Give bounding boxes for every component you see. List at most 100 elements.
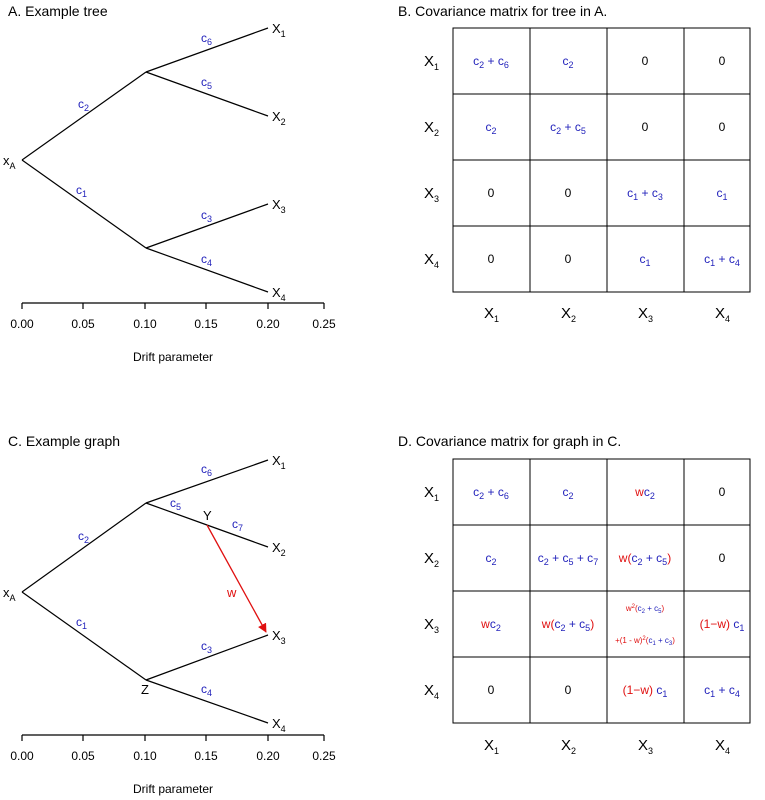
- row-label-x1: X1: [424, 53, 439, 72]
- cell-b-4-1: 0: [488, 252, 495, 266]
- cell-d-4-3: (1−w) c1: [623, 683, 668, 699]
- edge-label-c2: c2: [78, 97, 89, 113]
- tick-label: 0.25: [312, 749, 336, 763]
- cell-b-1-4: 0: [719, 54, 726, 68]
- matrix-b-row-labels: X1 X2 X3 X4: [424, 53, 439, 270]
- row-label-x4: X4: [424, 682, 439, 701]
- tick-label: 0.10: [133, 317, 157, 331]
- cell-d-2-3: w(c2 + c5): [618, 551, 671, 567]
- tip-x3-c: X3: [272, 628, 286, 646]
- edge-label-c7: c7: [232, 517, 243, 533]
- cell-d-1-2: c2: [562, 485, 573, 501]
- cell-b-1-2: c2: [562, 54, 573, 70]
- cell-b-4-3: c1: [639, 252, 650, 268]
- edge-label-c5: c5: [201, 75, 212, 91]
- root-label-c: xA: [3, 585, 16, 603]
- panel-b-title: B. Covariance matrix for tree in A.: [398, 3, 607, 19]
- graph-c: [21, 459, 269, 724]
- tick-label: 0.00: [10, 317, 34, 331]
- panel-a-title: A. Example tree: [8, 3, 108, 19]
- tick-label: 0.25: [312, 317, 336, 331]
- cell-b-2-1: c2: [485, 120, 496, 136]
- tip-x2-a: X2: [272, 109, 286, 127]
- axis-c: 0.00 0.05 0.10 0.15 0.20 0.25 Drift para…: [10, 734, 336, 796]
- tips-c: X1 X2 X3 X4: [272, 453, 286, 734]
- root-label-a: xA: [3, 153, 16, 171]
- tip-x4-c: X4: [272, 716, 286, 734]
- tick-label: 0.10: [133, 749, 157, 763]
- edge-label-c2: c2: [78, 529, 89, 545]
- tip-x4-a: X4: [272, 285, 286, 303]
- tick-label: 0.20: [256, 749, 280, 763]
- tick-label: 0.15: [194, 749, 218, 763]
- edge-label-c3: c3: [201, 639, 212, 655]
- col-label-x2: X2: [561, 737, 576, 756]
- tip-x1-c: X1: [272, 453, 286, 471]
- tree-a: [21, 27, 269, 293]
- col-label-x3: X3: [638, 737, 653, 756]
- cell-b-1-3: 0: [642, 54, 649, 68]
- row-label-x3: X3: [424, 185, 439, 204]
- cell-b-4-4: c1 + c4: [704, 252, 740, 268]
- row-label-x3: X3: [424, 616, 439, 635]
- row-label-x2: X2: [424, 119, 439, 138]
- tip-x2-c: X2: [272, 540, 286, 558]
- cell-d-2-1: c2: [485, 551, 496, 567]
- cell-b-4-2: 0: [565, 252, 572, 266]
- cell-d-4-1: 0: [488, 683, 495, 697]
- axis-title: Drift parameter: [133, 782, 213, 796]
- edge-label-c6: c6: [201, 31, 212, 47]
- cell-b-3-1: 0: [488, 186, 495, 200]
- col-label-x3: X3: [638, 305, 653, 324]
- admixture-arrow: [206, 524, 267, 633]
- col-label-x1: X1: [484, 737, 499, 756]
- cell-d-3-4: (1−w) c1: [700, 617, 745, 633]
- edge-label-c4: c4: [201, 682, 212, 698]
- cell-d-4-4: c1 + c4: [704, 683, 740, 699]
- tick-label: 0.15: [194, 317, 218, 331]
- admixture-weight-label: w: [226, 585, 237, 600]
- edge-labels-c: c2 c1 c6 c5 c7 c3 c4: [76, 462, 243, 698]
- cell-d-2-2: c2 + c5 + c7: [538, 551, 598, 567]
- col-label-x4: X4: [715, 305, 730, 324]
- row-label-x4: X4: [424, 251, 439, 270]
- tip-x1-a: X1: [272, 21, 286, 39]
- node-label-z: Z: [141, 682, 149, 697]
- row-label-x2: X2: [424, 550, 439, 569]
- cell-b-3-3: c1 + c3: [627, 186, 663, 202]
- cell-d-4-2: 0: [565, 683, 572, 697]
- col-label-x1: X1: [484, 305, 499, 324]
- svg-text:w2(c2 + c5): w2(c2 + c5): [625, 604, 665, 615]
- cell-b-2-4: 0: [719, 120, 726, 134]
- cell-b-2-3: 0: [642, 120, 649, 134]
- cell-d-3-1: wc2: [480, 617, 501, 633]
- tick-label: 0.20: [256, 317, 280, 331]
- matrix-d-cells: c2 + c6 c2 wc2 0 c2 c2 + c5 + c7 w(c2 + …: [473, 485, 744, 699]
- edge-label-c1: c1: [76, 615, 87, 631]
- cell-d-1-3: wc2: [634, 485, 655, 501]
- axis-a: 0.00 0.05 0.10 0.15 0.20 0.25 Drift para…: [10, 302, 336, 364]
- edge-label-c5: c5: [170, 496, 181, 512]
- cell-d-3-2: w(c2 + c5): [541, 617, 594, 633]
- cell-b-3-4: c1: [716, 186, 727, 202]
- cell-d-2-4: 0: [719, 551, 726, 565]
- tick-label: 0.05: [71, 749, 95, 763]
- cell-b-2-2: c2 + c5: [550, 120, 586, 136]
- col-label-x4: X4: [715, 737, 730, 756]
- svg-text:+(1 - w)2(c1 + c3): +(1 - w)2(c1 + c3): [615, 636, 675, 647]
- cell-d-1-4: 0: [719, 485, 726, 499]
- edge-labels-a: c2 c1 c6 c5 c3 c4: [76, 31, 212, 268]
- node-label-y: Y: [203, 508, 212, 523]
- edge-label-c1: c1: [76, 183, 87, 199]
- matrix-d-row-labels: X1 X2 X3 X4: [424, 484, 439, 701]
- matrix-b-col-labels: X1 X2 X3 X4: [484, 305, 730, 324]
- matrix-d-col-labels: X1 X2 X3 X4: [484, 737, 730, 756]
- tips-a: X1 X2 X3 X4: [272, 21, 286, 303]
- tip-x3-a: X3: [272, 197, 286, 215]
- tick-label: 0.05: [71, 317, 95, 331]
- panel-c-title: C. Example graph: [8, 433, 120, 449]
- tick-label: 0.00: [10, 749, 34, 763]
- col-label-x2: X2: [561, 305, 576, 324]
- edge-label-c4: c4: [201, 252, 212, 268]
